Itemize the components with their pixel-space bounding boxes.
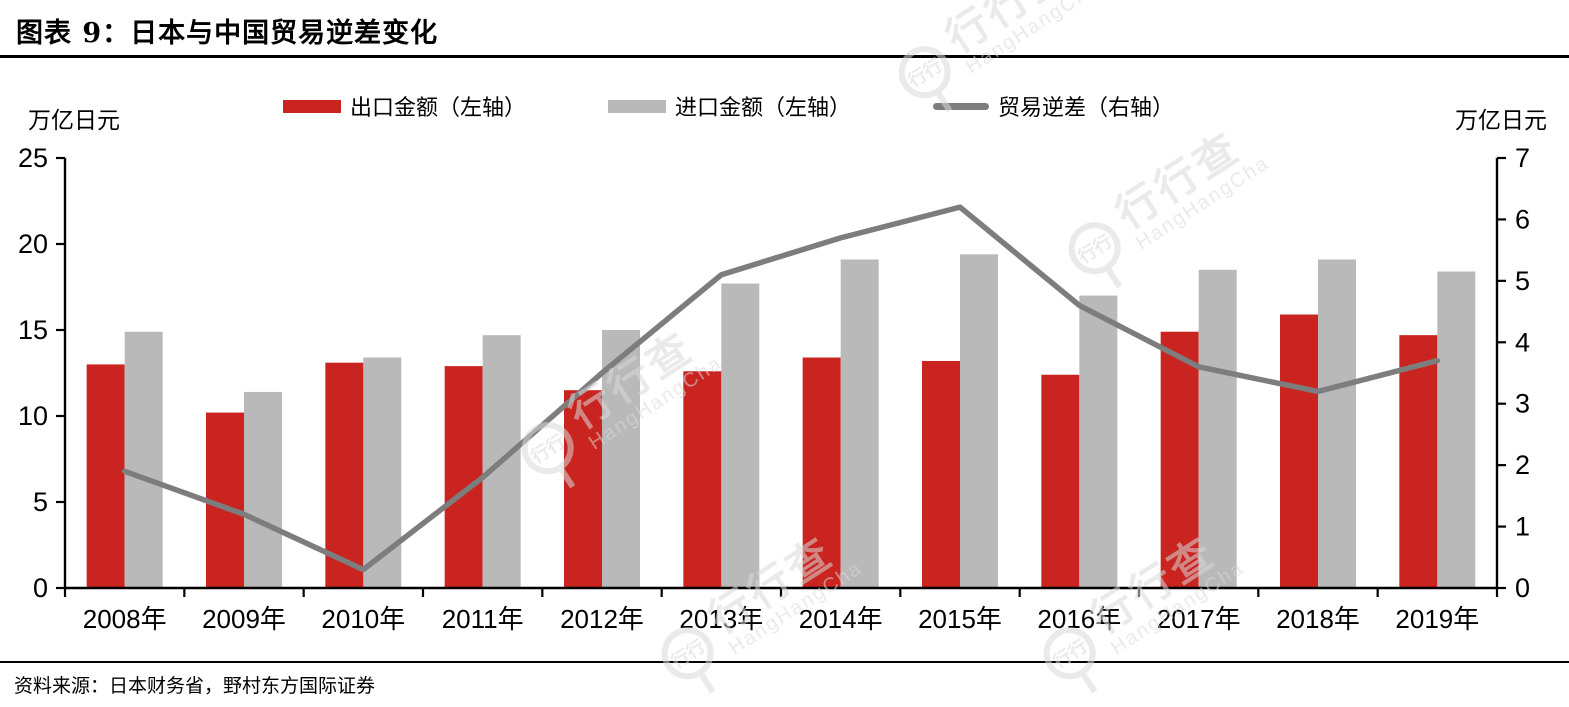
left-axis-tick-label: 0 [33,573,48,603]
legend-item-import: 进口金额（左轴） [608,90,851,122]
import-bar-2017年 [1198,269,1237,588]
left-axis-tick-label: 15 [18,315,48,345]
import-bar-2018年 [1318,259,1356,588]
export-swatch-icon [283,99,341,113]
right-axis-tick-label: 1 [1515,512,1530,542]
export-bar-2010年 [325,362,364,588]
right-axis-tick-label: 4 [1515,327,1530,357]
right-axis-tick-label: 2 [1515,450,1530,480]
left-axis-tick-label: 10 [18,401,48,431]
x-axis-label: 2008年 [83,604,167,634]
export-bar-2019年 [1399,335,1438,588]
import-bar-2010年 [363,357,402,588]
export-bar-2012年 [564,390,602,588]
import-bar-2013年 [721,283,760,588]
right-axis-tick-label: 0 [1515,573,1530,603]
left-axis-tick-label: 25 [18,143,48,173]
legend-item-export: 出口金额（左轴） [283,90,526,122]
x-axis-label: 2016年 [1037,604,1121,634]
right-axis-unit: 万亿日元 [1455,108,1547,134]
left-axis-tick-label: 20 [18,229,48,259]
import-bar-2019年 [1437,271,1476,588]
export-bar-2017年 [1160,331,1199,588]
import-swatch-icon [608,99,667,113]
x-axis-label: 2011年 [442,604,524,634]
export-bar-2016年 [1041,374,1080,588]
export-bar-2011年 [444,366,483,588]
legend-item-deficit: 贸易逆差（右轴） [933,90,1174,122]
title-divider [0,55,1569,58]
x-axis-label: 2018年 [1276,604,1360,634]
x-axis-label: 2010年 [321,604,405,634]
import-bar-2012年 [602,330,640,588]
right-axis-tick-label: 7 [1515,143,1530,173]
import-bar-2015年 [960,254,998,588]
source-note: 资料来源：日本财务省，野村东方国际证券 [14,675,376,697]
export-bar-2008年 [86,364,125,588]
export-bar-2015年 [922,360,960,588]
deficit-line [121,204,1441,573]
import-bar-2008年 [124,331,163,588]
export-bar-2014年 [802,357,841,588]
x-axis-label: 2012年 [560,604,644,634]
import-bar-2009年 [244,391,282,588]
left-axis-tick-label: 5 [33,487,48,517]
legend-import-label: 进口金额（左轴） [675,96,852,121]
footer-divider [0,661,1569,663]
x-axis-label: 2017年 [1157,604,1241,634]
right-axis-tick-label: 5 [1515,266,1530,296]
x-axis-label: 2014年 [799,604,883,634]
left-axis-unit: 万亿日元 [28,108,120,134]
x-axis-label: 2009年 [202,604,286,634]
import-bar-2016年 [1079,295,1118,588]
x-axis-label: 2019年 [1395,604,1479,634]
legend: 出口金额（左轴） 进口金额（左轴） 贸易逆差（右轴） [283,90,1174,122]
figure-title: 图表 9：日本与中国贸易逆差变化 [16,18,439,49]
export-bar-2013年 [683,371,722,588]
import-bar-2014年 [840,259,879,588]
legend-deficit-label: 贸易逆差（右轴） [998,96,1175,121]
legend-export-label: 出口金额（左轴） [350,96,527,121]
x-axis-label: 2015年 [918,604,1002,634]
right-axis-tick-label: 6 [1515,204,1530,234]
right-axis-tick-label: 3 [1515,389,1530,419]
export-bar-2018年 [1280,314,1318,588]
deficit-swatch-icon [933,102,990,110]
x-axis-label: 2013年 [679,604,763,634]
